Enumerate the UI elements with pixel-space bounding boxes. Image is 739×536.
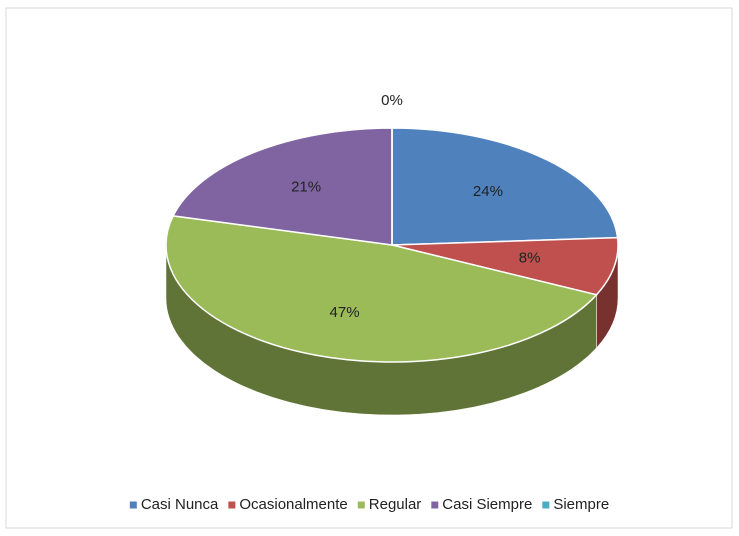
legend-swatch xyxy=(431,501,439,509)
data-label: 24% xyxy=(473,183,503,200)
slice xyxy=(391,127,619,246)
legend-label: Casi Siempre xyxy=(442,496,532,513)
legend-swatch xyxy=(357,501,365,509)
legend-label: Ocasionalmente xyxy=(239,496,347,513)
data-label: 47% xyxy=(330,304,360,321)
legend-label: Casi Nunca xyxy=(141,496,219,513)
legend-swatch xyxy=(542,501,550,509)
data-label: 21% xyxy=(291,179,321,196)
legend: Casi Nunca Ocasionalmente Regular Casi Siem… xyxy=(129,496,609,513)
legend-swatch xyxy=(129,501,137,509)
slice xyxy=(165,215,598,363)
legend-swatch xyxy=(228,501,236,509)
slice xyxy=(391,236,619,296)
legend-label: Regular xyxy=(369,496,422,513)
slice xyxy=(171,127,393,246)
data-label: 8% xyxy=(519,250,541,267)
legend-label: Siempre xyxy=(553,496,609,513)
data-label: 0% xyxy=(381,92,403,109)
